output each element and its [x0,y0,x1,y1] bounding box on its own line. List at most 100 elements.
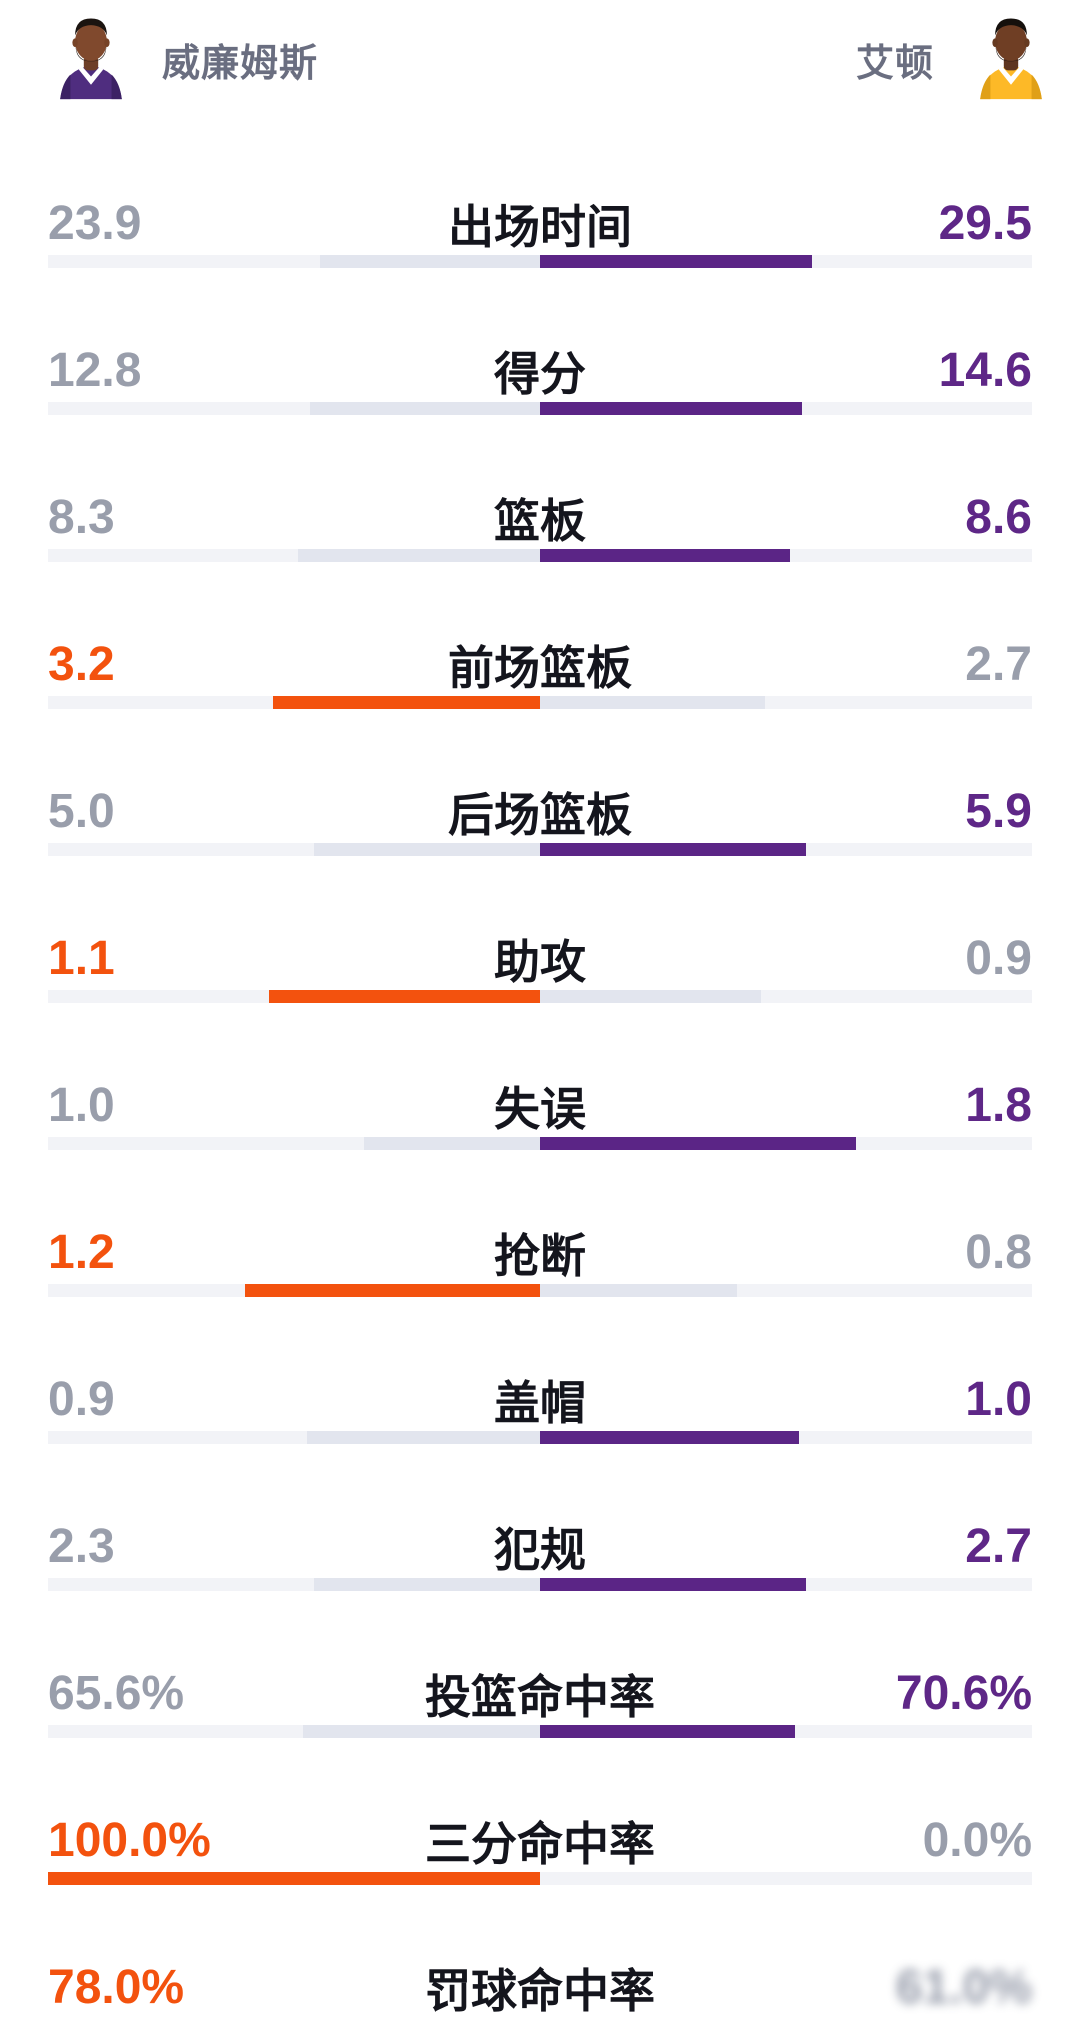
stat-bar-right-segment [540,255,812,268]
stat-row-line: 3.2 前场篮板 2.7 [48,629,1032,701]
stat-row: 12.8 得分 14.6 [48,335,1032,415]
stat-row-line: 23.9 出场时间 29.5 [48,188,1032,260]
stat-left-value: 8.3 [48,491,115,544]
stat-bar-right-segment [540,843,807,856]
stat-bar-track [48,255,1032,268]
stat-right-value: 1.8 [965,1079,1032,1132]
stat-label: 投篮命中率 [425,1671,655,1723]
stat-row: 1.1 助攻 0.9 [48,923,1032,1003]
stat-bar-right-segment [540,402,803,415]
stat-bar-track [48,1872,1032,1885]
stat-bar-left-segment [310,402,540,415]
stat-row: 100.0% 三分命中率 0.0% [48,1805,1032,1885]
stat-bar-track [48,549,1032,562]
left-player-avatar[interactable] [54,12,128,100]
stat-left-value: 12.8 [48,344,142,397]
stat-row-line: 0.9 盖帽 1.0 [48,1364,1032,1436]
stat-label: 盖帽 [494,1377,586,1429]
left-player-name[interactable]: 威廉姆斯 [162,43,319,85]
stat-row: 8.3 篮板 8.6 [48,482,1032,562]
stat-bar-right-segment [540,1137,857,1150]
stat-left-value: 78.0% [48,1961,185,2014]
stat-row: 0.9 盖帽 1.0 [48,1364,1032,1444]
stat-bar-right-segment [540,1578,806,1591]
stat-bar-track [48,990,1032,1003]
stat-bar-right-segment [540,1284,737,1297]
stat-right-value: 8.6 [965,491,1032,544]
stat-bar-left-segment [306,1431,540,1444]
stat-bar-left-segment [244,1284,540,1297]
stat-right-value: 0.8 [965,1226,1032,1279]
stat-right-value: 0.0% [922,1814,1032,1867]
stat-bar-left-segment [314,843,540,856]
stat-label: 得分 [494,348,586,400]
stat-row-line: 8.3 篮板 8.6 [48,482,1032,554]
right-player-name[interactable]: 艾顿 [855,43,934,85]
stat-bar-left-segment [313,1578,540,1591]
stat-left-value: 2.3 [48,1520,115,1573]
stat-bar-right-segment [540,1725,796,1738]
stat-label: 罚球命中率 [425,1965,655,2017]
stat-row-line: 65.6% 投篮命中率 70.6% [48,1658,1032,1730]
stat-left-value: 1.2 [48,1226,115,1279]
stat-row-line: 78.0% 罚球命中率 61.0% [48,1952,1032,2024]
stat-label: 篮板 [494,495,586,547]
stat-right-value: 1.0 [965,1373,1032,1426]
stat-left-value: 5.0 [48,785,115,838]
stat-bar-right-segment [540,696,766,709]
stat-label: 出场时间 [448,201,632,253]
right-player-avatar-image [980,18,1042,100]
stat-bar-left-segment [48,1872,540,1885]
stat-bar-left-segment [303,1725,540,1738]
stat-bar-track [48,1137,1032,1150]
stat-row: 2.3 犯规 2.7 [48,1511,1032,1591]
stat-label: 抢断 [494,1230,586,1282]
stat-left-value: 23.9 [48,197,142,250]
stat-bar-track [48,1284,1032,1297]
stat-row: 23.9 出场时间 29.5 [48,188,1032,268]
stat-bar-left-segment [269,990,540,1003]
stat-row: 3.2 前场篮板 2.7 [48,629,1032,709]
stat-row-line: 1.2 抢断 0.8 [48,1217,1032,1289]
stat-left-value: 65.6% [48,1667,185,1720]
stat-label: 犯规 [494,1524,586,1576]
stat-row: 5.0 后场篮板 5.9 [48,776,1032,856]
stat-row-line: 1.1 助攻 0.9 [48,923,1032,995]
stat-right-value: 61.0% [895,1961,1032,2014]
stat-right-value: 2.7 [965,1520,1032,1573]
stat-row: 1.2 抢断 0.8 [48,1217,1032,1297]
stat-bar-track [48,402,1032,415]
stat-row: 1.0 失误 1.8 [48,1070,1032,1150]
stat-right-value: 5.9 [965,785,1032,838]
stat-label: 后场篮板 [448,789,632,841]
stat-row-line: 2.3 犯规 2.7 [48,1511,1032,1583]
stat-bar-track [48,1578,1032,1591]
stat-row-line: 12.8 得分 14.6 [48,335,1032,407]
stat-bar-left-segment [364,1137,540,1150]
stat-left-value: 1.1 [48,932,115,985]
right-player-avatar[interactable] [974,12,1048,100]
comparison-header: 威廉姆斯 艾顿 [0,0,1080,120]
stat-bar-track [48,1725,1032,1738]
stat-label: 三分命中率 [425,1818,655,1870]
stat-bar-left-segment [319,255,540,268]
stat-label: 前场篮板 [448,642,632,694]
stat-left-value: 100.0% [48,1814,211,1867]
stat-row-line: 1.0 失误 1.8 [48,1070,1032,1142]
stat-label: 失误 [494,1083,586,1135]
left-player-avatar-image [60,18,122,100]
stat-bar-track [48,1431,1032,1444]
stat-bar-track [48,696,1032,709]
stat-bar-track [48,843,1032,856]
stat-bar-right-segment [540,990,762,1003]
stat-right-value: 2.7 [965,638,1032,691]
stat-right-value: 29.5 [938,197,1032,250]
stat-left-value: 1.0 [48,1079,115,1132]
stat-row: 65.6% 投篮命中率 70.6% [48,1658,1032,1738]
stat-label: 助攻 [494,936,586,988]
stat-right-value: 14.6 [938,344,1032,397]
stat-right-value: 0.9 [965,932,1032,985]
stat-left-value: 3.2 [48,638,115,691]
stat-row-line: 5.0 后场篮板 5.9 [48,776,1032,848]
stat-row: 78.0% 罚球命中率 61.0% [48,1952,1032,2024]
